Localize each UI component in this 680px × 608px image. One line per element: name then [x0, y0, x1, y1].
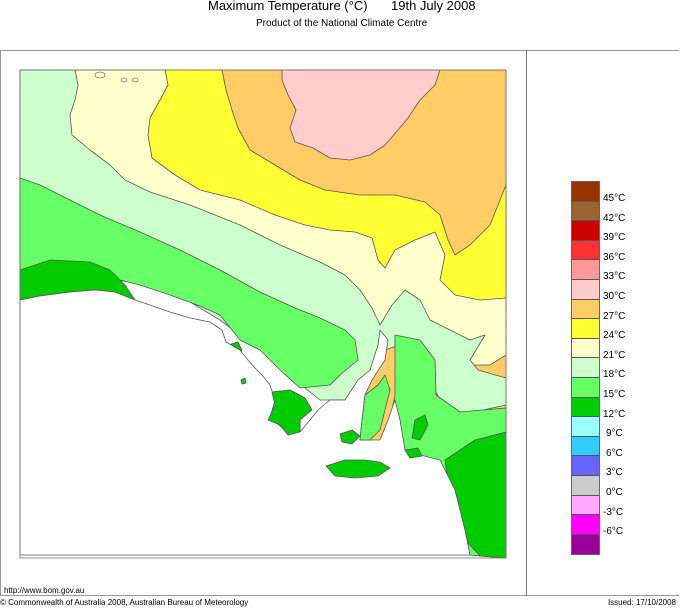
legend-label: 39°C	[603, 232, 626, 244]
legend-label: 6°C	[606, 447, 623, 459]
legend-band-m3	[572, 495, 599, 516]
frame-divider	[526, 50, 527, 596]
band-30	[281, 69, 441, 161]
legend-label: 42°C	[603, 212, 626, 224]
legend-label: 18°C	[603, 369, 626, 381]
legend-label: 9°C	[606, 428, 623, 440]
eyre-peninsula-south	[267, 389, 313, 436]
title-date: 19th July 2008	[391, 0, 476, 13]
copyright-notice: © Commonwealth of Australia 2008, Austra…	[0, 598, 249, 607]
legend-band-m6	[572, 515, 599, 535]
legend-band-18	[572, 358, 599, 378]
legend-label: 15°C	[603, 389, 626, 400]
subtitle: Product of the National Climate Centre	[256, 18, 428, 29]
band-12-spit	[411, 414, 429, 441]
sea-south	[19, 289, 471, 556]
legend-band-0	[572, 475, 599, 496]
legend-label: 24°C	[603, 330, 626, 342]
legend-band-12	[572, 397, 599, 418]
legend-label: 45°C	[603, 193, 626, 204]
kangaroo-island	[325, 459, 391, 479]
legend-label: 3°C	[606, 467, 623, 479]
coastal-islet	[240, 377, 247, 385]
lake-1	[94, 71, 106, 79]
legend-band-3	[572, 456, 599, 476]
legend-band-39	[572, 221, 599, 241]
legend-band-bottom	[572, 534, 599, 555]
fleurieu-tip	[404, 447, 423, 459]
lake-2	[120, 77, 128, 83]
legend-band-27	[572, 299, 599, 320]
lake-3	[131, 77, 139, 83]
legend-band-6	[572, 436, 599, 457]
temperature-legend	[571, 181, 600, 556]
band-15	[19, 177, 359, 389]
legend-band-30	[572, 279, 599, 300]
wardang-island	[339, 429, 361, 445]
map-border	[19, 69, 507, 559]
title-variable: Maximum Temperature (°C)	[208, 0, 368, 13]
legend-band-9	[572, 417, 599, 437]
legend-label: -6°C	[603, 526, 624, 538]
legend-band-42	[572, 201, 599, 222]
map-title: Maximum Temperature (°C) 19th July 2008	[0, 0, 680, 20]
legend-band-36	[572, 240, 599, 261]
temperature-map	[19, 69, 507, 559]
legend-label: 33°C	[603, 271, 626, 283]
issued-date: Issued: 17/10/2008	[607, 598, 676, 607]
yorke-peninsula	[359, 374, 391, 441]
legend-label: 27°C	[603, 310, 626, 322]
legend-band-24	[572, 319, 599, 339]
legend-label: 0°C	[606, 487, 623, 498]
legend-label: -3°C	[603, 506, 624, 518]
legend-label: 12°C	[603, 408, 626, 420]
legend-label: 21°C	[603, 349, 626, 361]
legend-band-33	[572, 260, 599, 280]
legend-band-21	[572, 338, 599, 359]
legend-band-15	[572, 377, 599, 398]
legend-label: 30°C	[603, 291, 626, 302]
legend-label: 36°C	[603, 251, 626, 263]
band-18	[19, 69, 507, 416]
map-frame	[0, 50, 679, 596]
legend-band-45	[572, 182, 599, 202]
source-url[interactable]: http://www.bom.gov.au	[4, 586, 85, 595]
